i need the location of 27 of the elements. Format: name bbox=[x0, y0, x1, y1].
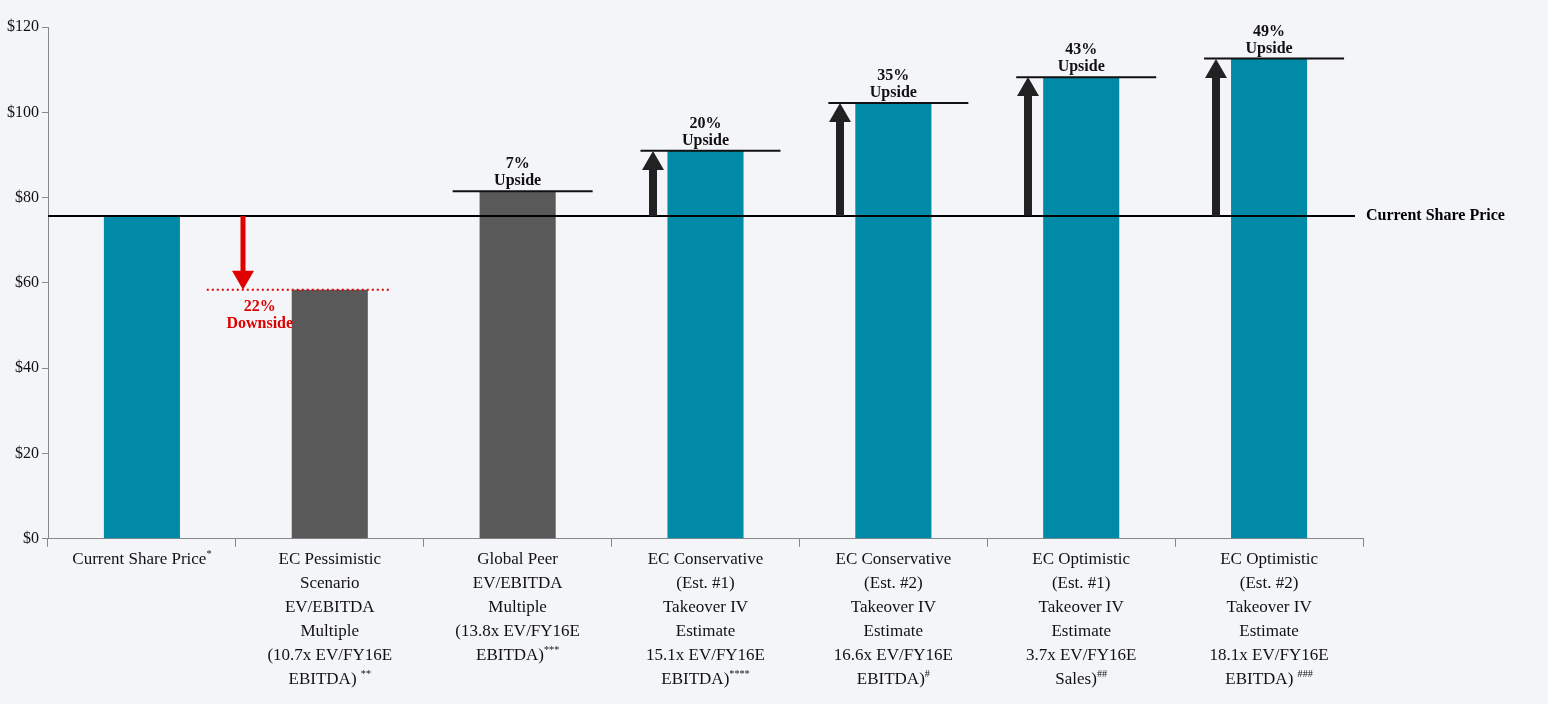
annotation: 20% Upside bbox=[681, 113, 730, 149]
x-tick-label: EC Optimistic (Est. #2) Takeover IV Estimate 18.1x EV/FY16E EBITDA) ### bbox=[1209, 548, 1329, 688]
y-tick-label: $40 bbox=[15, 358, 39, 376]
annotation: 49% Upside bbox=[1245, 21, 1293, 57]
x-tick-label: EC Conservative (Est. #2) Takeover IV Estimate 16.6x EV/FY16E EBITDA)# bbox=[833, 548, 953, 688]
x-tick-label: Current Share Price* bbox=[72, 548, 212, 568]
x-tick-label: EC Optimistic (Est. #1) Takeover IV Estimate 3.7x EV/FY16E Sales)## bbox=[1025, 548, 1137, 688]
bar bbox=[1231, 58, 1308, 539]
bar bbox=[667, 150, 744, 539]
bar bbox=[291, 289, 368, 539]
annotation: 35% Upside bbox=[869, 65, 917, 101]
y-tick-label: $100 bbox=[7, 102, 39, 120]
y-tick-label: $80 bbox=[15, 187, 39, 205]
bar bbox=[479, 191, 556, 539]
annotation: 7% Upside bbox=[494, 154, 542, 190]
ref-line-label: Current Share Price bbox=[1366, 206, 1505, 224]
y-tick-label: $0 bbox=[23, 529, 39, 546]
x-tick-label: EC Conservative (Est. #1) Takeover IV Estimate 15.1x EV/FY16E EBITDA)**** bbox=[646, 548, 765, 688]
bar bbox=[855, 102, 932, 539]
bar bbox=[1043, 77, 1120, 539]
x-tick-label: Global Peer EV/EBITDA Multiple (13.8x EV/FY16E EBITDA)*** bbox=[455, 548, 580, 664]
y-tick-label: $20 bbox=[15, 443, 39, 461]
y-tick-label: $120 bbox=[7, 17, 39, 35]
y-tick-label: $60 bbox=[15, 273, 39, 291]
bar bbox=[103, 215, 180, 539]
annotation: 43% Upside bbox=[1057, 40, 1105, 76]
x-tick-label: EC Pessimistic Scenario EV/EBITDA Multiple (10.7x EV/FY16E EBITDA) ** bbox=[267, 548, 393, 688]
